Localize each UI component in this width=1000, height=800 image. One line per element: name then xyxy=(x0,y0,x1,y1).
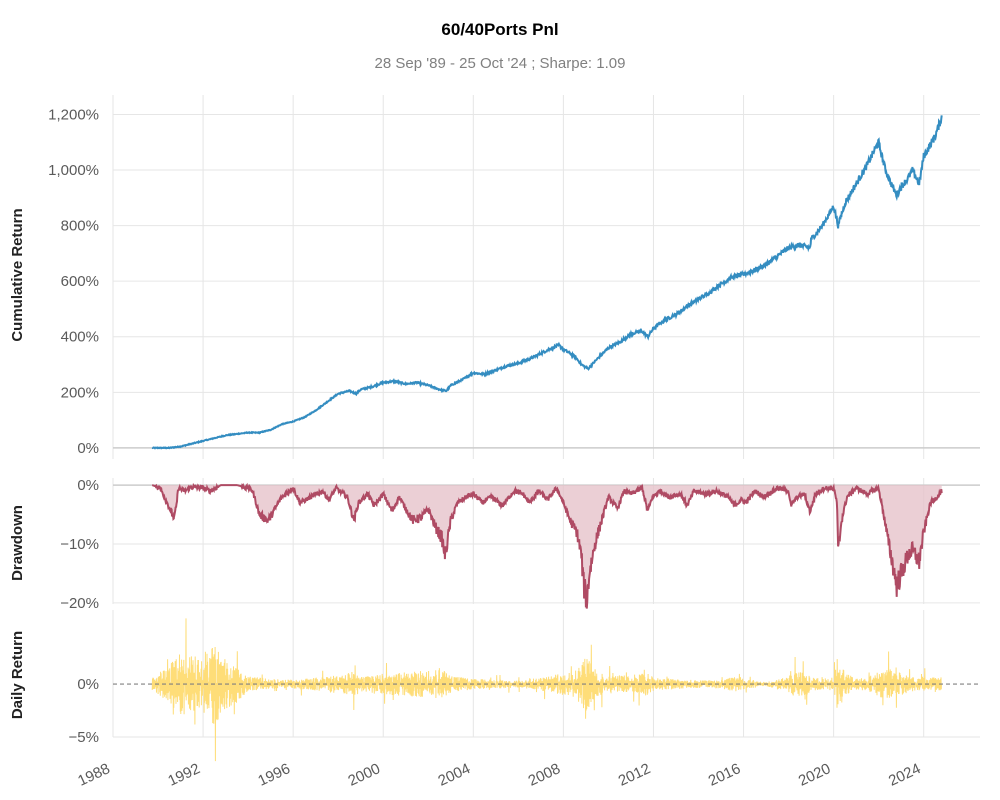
y-tick-label-0-1: 200% xyxy=(61,384,99,401)
y-tick-label-1-2: −20% xyxy=(60,595,99,612)
drawdown-line xyxy=(151,482,943,609)
y-tick-label-0-3: 600% xyxy=(61,273,99,290)
chart-subtitle: 28 Sep '89 - 25 Oct '24 ; Sharpe: 1.09 xyxy=(374,55,626,72)
y-tick-label-2-0: 0% xyxy=(77,676,99,693)
x-tick-label-1988: 1988 xyxy=(75,760,112,790)
y-tick-label-0-6: 1,200% xyxy=(48,106,99,123)
drawdown-ylabel: Drawdown xyxy=(9,505,26,581)
daily-return-ylabel: Daily Return xyxy=(9,631,26,719)
y-tick-label-0-2: 400% xyxy=(61,329,99,346)
cumulative-return-line xyxy=(151,115,943,450)
x-tick-label-2004: 2004 xyxy=(436,760,473,790)
x-tick-label-2000: 2000 xyxy=(345,760,382,790)
x-tick-label-2008: 2008 xyxy=(526,760,563,790)
x-tick-label-2020: 2020 xyxy=(796,760,833,790)
y-tick-label-1-1: −10% xyxy=(60,536,99,553)
x-tick-label-2024: 2024 xyxy=(886,760,923,790)
y-tick-label-2-1: −5% xyxy=(69,729,99,746)
y-tick-label-0-4: 800% xyxy=(61,218,99,235)
cumulative-return-ylabel: Cumulative Return xyxy=(9,208,26,341)
x-tick-label-1996: 1996 xyxy=(255,760,292,790)
plot-layer xyxy=(113,115,980,762)
daily-return-line xyxy=(151,618,942,762)
x-tick-label-2016: 2016 xyxy=(706,760,743,790)
y-tick-label-1-0: 0% xyxy=(77,477,99,494)
grid-layer xyxy=(112,95,980,738)
y-tick-label-0-5: 1,000% xyxy=(48,162,99,179)
y-tick-label-0-0: 0% xyxy=(77,440,99,457)
x-tick-label-2012: 2012 xyxy=(616,760,653,790)
x-tick-label-1992: 1992 xyxy=(165,760,202,790)
chart-title: 60/40Ports Pnl xyxy=(441,20,559,39)
drawdown-area xyxy=(152,485,942,609)
